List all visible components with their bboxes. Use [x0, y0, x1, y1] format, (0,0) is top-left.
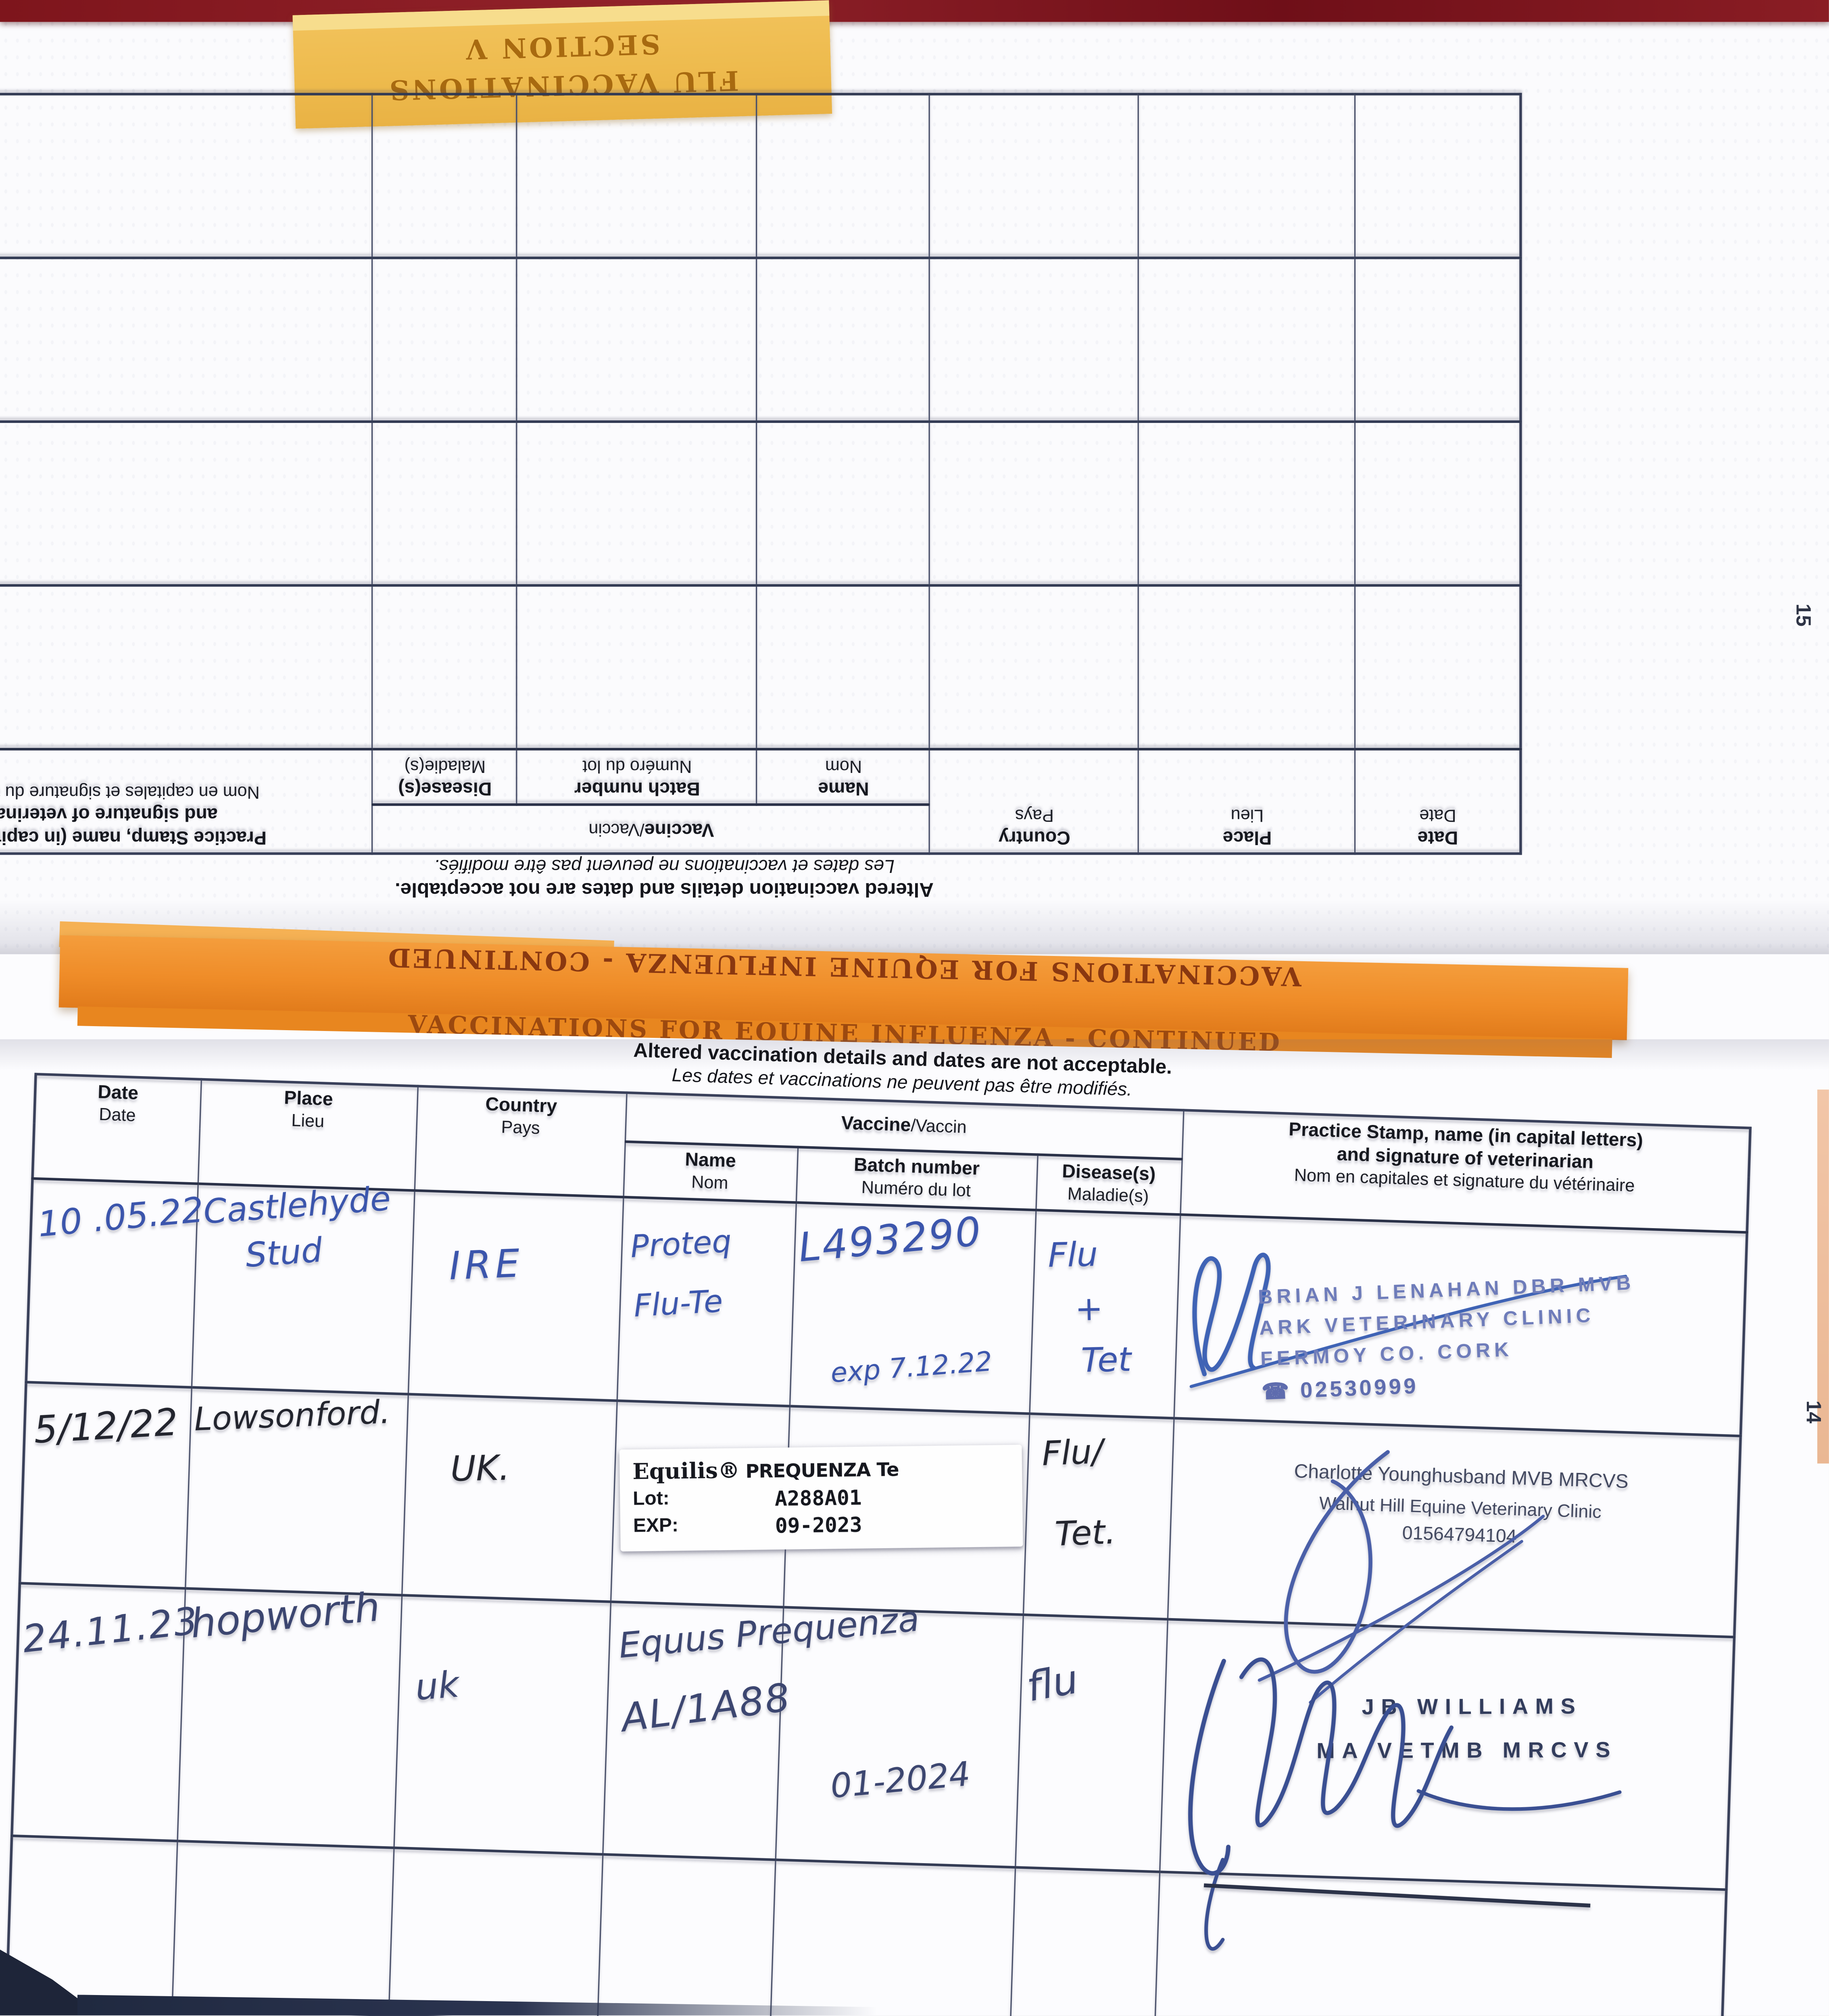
cell-stamp: JB WILLIAMS MA VETMB MRCVS [1159, 1619, 1735, 1951]
signature-younghusband-icon [1257, 1450, 1544, 1704]
entry-disease-1: Flu/ [1041, 1433, 1103, 1475]
col-header-name: Name Nom [623, 1141, 798, 1203]
entry-date: 24.11.23 [20, 1598, 201, 1662]
entry-date: 10 .05.22 [36, 1190, 206, 1245]
vaccination-row-1: 10 .05.22 Castlehyde Stud IRE Proteq Flu… [26, 1178, 1747, 1436]
cell-date: 24.11.23 [12, 1583, 201, 1841]
page-number-bottom: 14 [1802, 1400, 1824, 1424]
top-page [0, 15, 1829, 954]
page-number-top: 15 [1791, 603, 1814, 627]
vaccination-table-empty: Date Date Place Lieu Country Pays Vaccin… [0, 93, 1522, 855]
entry-expiry: 01-2024 [828, 1755, 972, 1807]
vaccination-row-2: 5/12/22 Lowsonford. UK. Equilis® PREQUEN… [19, 1382, 1741, 1704]
col-header-disease: Disease(s) Maladie(s) [1035, 1154, 1182, 1215]
book-edge-right [1817, 1089, 1829, 1464]
cell-disease: Flu + Tet [1029, 1210, 1180, 1418]
col-header-disease: Disease(s) Maladie(s) [373, 749, 517, 805]
entry-disease-2: Tet. [1053, 1513, 1116, 1555]
entry-batch: L493290 [796, 1209, 984, 1272]
entry-expiry: exp 7.12.22 [829, 1346, 993, 1389]
exp-label: EXP: [632, 1514, 678, 1537]
cell-place: hopworth [177, 1584, 402, 1848]
entry-country: IRE [447, 1241, 524, 1290]
cell-country: uk [393, 1595, 610, 1855]
signature-lenahan-icon [1189, 1252, 1627, 1388]
vaccination-table: Date Date Place Lieu Country Pays Vaccin… [5, 1073, 1752, 2016]
entry-disease: Flu + Tet [1047, 1236, 1131, 1381]
empty-row [0, 258, 1521, 422]
cell-stamp: Charlotte Younghusband MVB MRCVS Walnut … [1167, 1418, 1741, 1704]
fold-shadow-lower [0, 1039, 1829, 1070]
vaccination-row-3: 24.11.23 hopworth uk Equus Prequenza AL/… [12, 1583, 1735, 1951]
cell-batch [783, 1406, 1029, 1615]
signature-williams-icon [1187, 1657, 1621, 1951]
entry-disease: flu [1022, 1656, 1081, 1712]
col-header-place: Place Lieu [197, 1079, 417, 1191]
cell-place: Castlehyde Stud [191, 1180, 414, 1394]
entry-place: hopworth [188, 1584, 382, 1648]
notice-en: Altered vaccination details and dates ar… [394, 878, 934, 900]
cell-country: IRE [407, 1190, 623, 1401]
phone-icon: ☎ [1260, 1379, 1292, 1405]
stamp-phone-number: 02530999 [1299, 1374, 1418, 1403]
entry-country: uk [413, 1663, 460, 1709]
cell-stamp: BRIAN J LENAHAN DBR MVB ARK VETERINARY C… [1173, 1214, 1747, 1436]
cell-date: 5/12/22 [19, 1382, 191, 1589]
cell-vaccine-name: Equilis® PREQUENZA Te Lot: A288A01 EXP: … [610, 1400, 1022, 1608]
cell-vaccine-name: Equus Prequenza AL/1A88 [602, 1599, 920, 1860]
cell-country: UK. [401, 1394, 617, 1602]
entry-place: Castlehyde Stud [201, 1180, 392, 1277]
empty-row [0, 585, 1521, 750]
top-page-content-rotated: Altered vaccination details and dates ar… [0, 93, 1522, 908]
entry-batch: AL/1A88 [618, 1675, 793, 1742]
notice-top-page: Altered vaccination details and dates ar… [0, 855, 1522, 900]
col-header-batch: Batch number Numéro du lot [795, 1147, 1037, 1210]
cell-batch: L493290 exp 7.12.22 [789, 1202, 1036, 1414]
col-header-stamp: Practice Stamp, name (in capital letters… [0, 749, 373, 854]
col-header-stamp: Practice Stamp, name (in capital letters… [1180, 1110, 1750, 1233]
practice-stamp-lenahan: BRIAN J LENAHAN DBR MVB ARK VETERINARY C… [1257, 1269, 1639, 1410]
col-header-place: Place Lieu [1139, 749, 1356, 854]
entry-vaccine-name: Proteq Flu-Te [629, 1223, 732, 1324]
cell-vaccine-name: Proteq Flu-Te [616, 1197, 796, 1406]
notice-fr: Les dates et vaccinations ne peuvent pas… [434, 855, 895, 876]
col-header-vaccine: Vaccine/Vaccin [373, 804, 930, 854]
col-header-country: Country Pays [930, 749, 1139, 854]
cell-date: 10 .05.22 [26, 1178, 205, 1387]
entry-country: UK. [449, 1448, 510, 1490]
entry-place: Lowsonford. [193, 1393, 390, 1438]
cell-place: Lowsonford. [185, 1387, 408, 1595]
sticker-brand: Equilis® [632, 1458, 740, 1486]
col-header-date: Date Date [32, 1074, 201, 1184]
col-header-country: Country Pays [414, 1086, 626, 1197]
book-spine-edge [0, 0, 1829, 22]
col-header-batch: Batch number Numéro du lot [517, 749, 757, 805]
cell-batch: 01-2024 [775, 1607, 1023, 1868]
cell-disease: Flu/ Tet. [1022, 1414, 1174, 1619]
bottom-page-content: Altered vaccination details and dates ar… [5, 1021, 1770, 2016]
empty-row [0, 94, 1521, 258]
empty-row [0, 421, 1521, 585]
col-header-date: Date Date [1356, 749, 1521, 854]
col-header-name: Name Nom [757, 749, 930, 805]
lot-label: Lot: [632, 1487, 669, 1510]
entry-date: 5/12/22 [32, 1400, 179, 1452]
